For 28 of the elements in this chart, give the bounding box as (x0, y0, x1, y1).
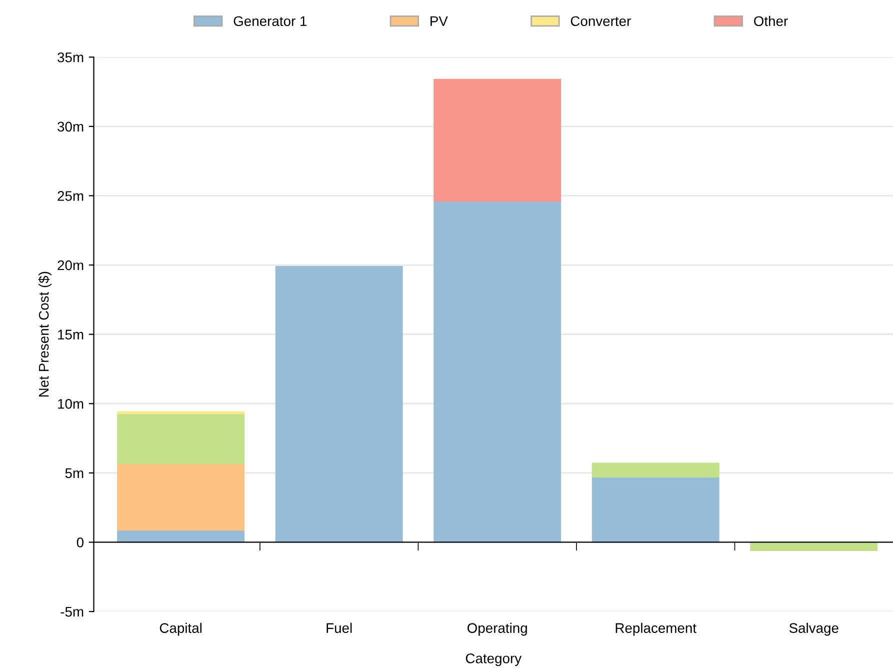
x-tick-label: Replacement (616, 622, 696, 636)
legend-label: Generator 1 (234, 16, 307, 26)
bar (117, 413, 245, 464)
y-tick-label: 30m (58, 122, 84, 132)
bar (117, 463, 245, 531)
y-tick-label: 15m (58, 330, 84, 340)
legend-label: PV (430, 16, 448, 26)
y-tick-label: -5m (60, 606, 84, 617)
y-tick-label: 5m (65, 468, 84, 478)
bar (434, 78, 562, 202)
bar (275, 266, 403, 543)
bar (592, 476, 720, 543)
bar (434, 200, 562, 543)
legend-label: Other (754, 16, 788, 26)
y-tick-label: 25m (58, 191, 84, 201)
bar (592, 462, 720, 478)
y-tick-label: 10m (58, 398, 84, 409)
y-tick-label: 0 (76, 538, 84, 548)
x-tick-label: Capital (160, 622, 202, 636)
y-axis-title: Net Present Cost ($) (38, 272, 52, 396)
x-axis-title: Category (466, 653, 522, 666)
x-tick-label: Operating (468, 622, 527, 636)
legend-label: Converter (570, 16, 631, 26)
x-tick-label: Salvage (789, 622, 838, 636)
x-tick-label: Fuel (326, 622, 352, 633)
bar (117, 411, 245, 414)
y-tick-label: 35m (58, 52, 84, 62)
y-tick-label: 20m (58, 260, 84, 270)
